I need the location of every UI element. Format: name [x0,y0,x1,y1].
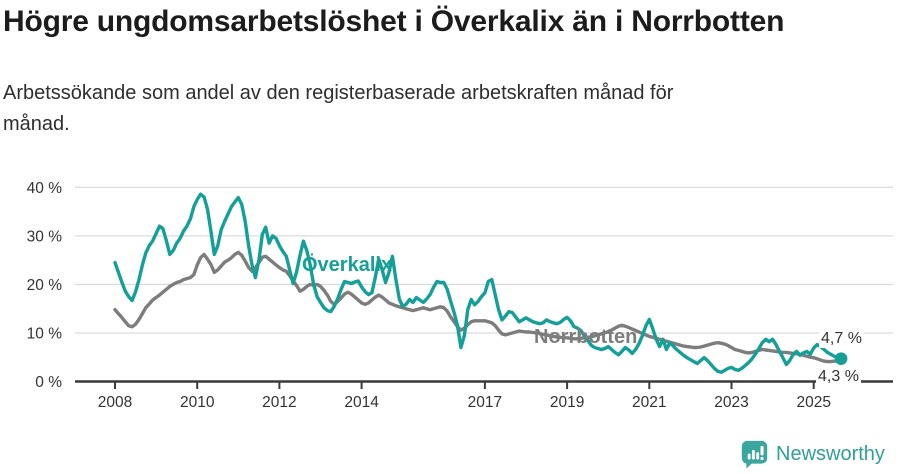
series-line-norrbotten [113,250,843,364]
end-value-label-norrbotten: 4,3 % [816,368,861,386]
x-tick-label: 2012 [262,394,296,411]
x-tick-label: 2021 [632,394,666,411]
y-tick-label: 40 % [27,180,63,197]
x-tick-label: 2008 [98,394,132,411]
series-label-norrbotten: Norrbotten [534,326,638,348]
series-line-overkalix [113,192,843,374]
y-tick-label: 20 % [27,277,63,294]
newsworthy-logo-icon [740,439,769,470]
y-tick-label: 30 % [27,228,63,245]
y-tick-label: 10 % [27,325,63,342]
series-label-overkalix: Överkalix [302,254,393,276]
x-tick-label: 2014 [344,394,379,411]
x-tick-label: 2010 [180,394,215,411]
page-title: Högre ungdomsarbetslöshet i Överkalix än… [3,5,785,38]
series-end-dot [834,352,848,366]
newsworthy-attribution: Newsworthy [740,439,885,470]
x-tick-label: 2017 [468,394,502,411]
x-tick-label: 2019 [550,394,584,411]
end-value-label-overkalix: 4,7 % [819,330,864,348]
x-tick-label: 2023 [714,394,748,411]
x-tick-label: 2025 [796,394,830,411]
newsworthy-wordmark: Newsworthy [776,443,885,465]
chart-subtitle: Arbetssökande som andel av den registerb… [3,82,674,135]
y-tick-label: 0 % [35,374,62,391]
